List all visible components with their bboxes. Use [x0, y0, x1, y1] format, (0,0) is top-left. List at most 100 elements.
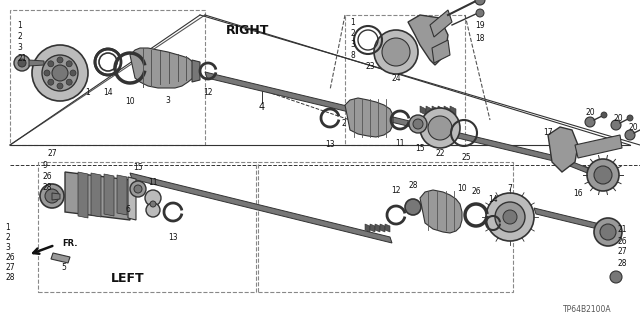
Text: 1: 1	[17, 20, 22, 29]
Circle shape	[374, 30, 418, 74]
Text: 21: 21	[618, 226, 627, 235]
Circle shape	[587, 159, 619, 191]
Circle shape	[48, 79, 54, 85]
Polygon shape	[52, 193, 60, 200]
Text: 15: 15	[133, 163, 143, 172]
Text: 26: 26	[5, 253, 15, 262]
Polygon shape	[91, 173, 101, 217]
Text: 14: 14	[488, 195, 498, 204]
Text: 28: 28	[618, 259, 627, 268]
Text: 21: 21	[17, 53, 26, 62]
Circle shape	[40, 184, 64, 208]
Text: FR.: FR.	[62, 239, 77, 249]
Bar	[10, 10, 205, 145]
Text: 2: 2	[350, 28, 355, 37]
Polygon shape	[130, 173, 392, 243]
Circle shape	[145, 190, 161, 206]
Circle shape	[611, 120, 621, 130]
Text: 9: 9	[42, 161, 47, 170]
Circle shape	[146, 203, 160, 217]
Text: 3: 3	[166, 95, 170, 105]
Circle shape	[66, 79, 72, 85]
Polygon shape	[345, 98, 393, 137]
Text: 15: 15	[415, 143, 425, 153]
Text: 25: 25	[461, 153, 471, 162]
Polygon shape	[534, 208, 602, 230]
Polygon shape	[438, 106, 444, 115]
Text: 10: 10	[125, 97, 135, 106]
Circle shape	[428, 116, 452, 140]
Text: 13: 13	[168, 233, 178, 242]
Polygon shape	[432, 40, 450, 63]
Circle shape	[70, 70, 76, 76]
Text: 26: 26	[42, 172, 52, 180]
Circle shape	[503, 210, 517, 224]
Polygon shape	[78, 172, 88, 218]
Text: 19: 19	[475, 20, 485, 29]
Circle shape	[610, 271, 622, 283]
Polygon shape	[130, 48, 196, 88]
Text: 18: 18	[476, 34, 484, 43]
Circle shape	[486, 193, 534, 241]
Circle shape	[130, 181, 146, 197]
Polygon shape	[192, 60, 200, 82]
Text: 17: 17	[543, 127, 553, 137]
Text: 10: 10	[457, 183, 467, 193]
Polygon shape	[375, 224, 380, 232]
Text: 1: 1	[5, 223, 10, 233]
Circle shape	[413, 119, 423, 129]
Text: 14: 14	[103, 87, 113, 97]
Polygon shape	[430, 10, 452, 37]
Polygon shape	[420, 190, 462, 233]
Text: 27: 27	[618, 247, 628, 257]
Text: 20: 20	[628, 123, 638, 132]
Circle shape	[600, 224, 616, 240]
Circle shape	[475, 0, 485, 5]
Text: 22: 22	[435, 148, 445, 157]
Circle shape	[409, 115, 427, 133]
Polygon shape	[575, 135, 622, 158]
Text: 2: 2	[17, 31, 22, 41]
Polygon shape	[432, 106, 438, 115]
Polygon shape	[370, 224, 375, 232]
Bar	[345, 15, 465, 145]
Text: 28: 28	[42, 182, 51, 191]
Text: 20: 20	[585, 108, 595, 116]
Text: 8: 8	[350, 51, 355, 60]
Circle shape	[57, 83, 63, 89]
Circle shape	[585, 117, 595, 127]
Polygon shape	[117, 175, 127, 215]
Text: 27: 27	[47, 148, 57, 157]
Text: 13: 13	[325, 140, 335, 148]
Text: 4: 4	[259, 102, 265, 112]
Circle shape	[57, 57, 63, 63]
Circle shape	[48, 61, 54, 67]
Polygon shape	[450, 106, 456, 115]
Text: RIGHT: RIGHT	[227, 23, 269, 36]
Text: 11: 11	[396, 139, 404, 148]
Circle shape	[42, 55, 78, 91]
Polygon shape	[380, 224, 385, 232]
Polygon shape	[444, 106, 450, 115]
Text: 28: 28	[5, 274, 15, 283]
Text: 1: 1	[86, 87, 90, 97]
Polygon shape	[29, 60, 44, 66]
Circle shape	[495, 202, 525, 232]
Text: 24: 24	[391, 74, 401, 83]
Text: 3: 3	[5, 244, 10, 252]
Text: 12: 12	[391, 186, 401, 195]
Bar	[38, 162, 256, 292]
Text: 26: 26	[618, 236, 628, 245]
Circle shape	[627, 115, 633, 121]
Text: 27: 27	[5, 263, 15, 273]
Polygon shape	[65, 172, 130, 220]
Polygon shape	[420, 106, 426, 115]
Circle shape	[420, 108, 460, 148]
Text: 6: 6	[125, 205, 131, 214]
Polygon shape	[104, 174, 114, 216]
Polygon shape	[51, 253, 70, 263]
Text: TP64B2100A: TP64B2100A	[563, 306, 612, 315]
Circle shape	[625, 130, 635, 140]
Text: 1: 1	[350, 18, 355, 27]
Polygon shape	[385, 224, 390, 232]
